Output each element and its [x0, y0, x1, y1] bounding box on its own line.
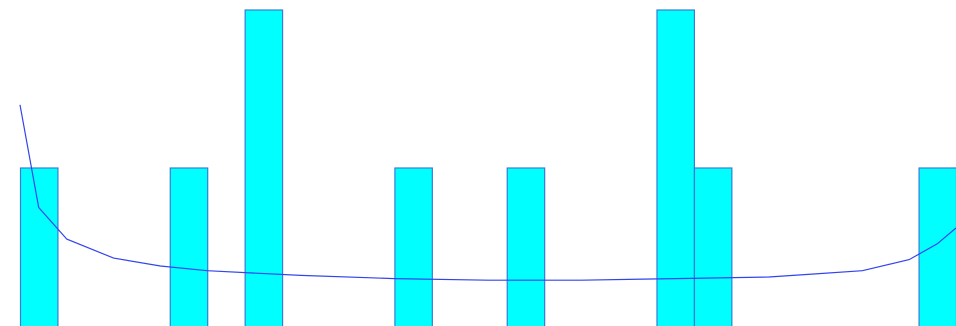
density-curve [19, 104, 956, 281]
bar-25 [918, 167, 956, 326]
bar-7 [244, 9, 284, 326]
bar-11 [394, 167, 433, 326]
bar-5 [169, 167, 209, 326]
bar-19 [693, 167, 733, 326]
bar-14 [506, 167, 546, 326]
bar-18 [656, 9, 696, 326]
bar-1 [19, 167, 59, 326]
bar-series [19, 9, 956, 326]
